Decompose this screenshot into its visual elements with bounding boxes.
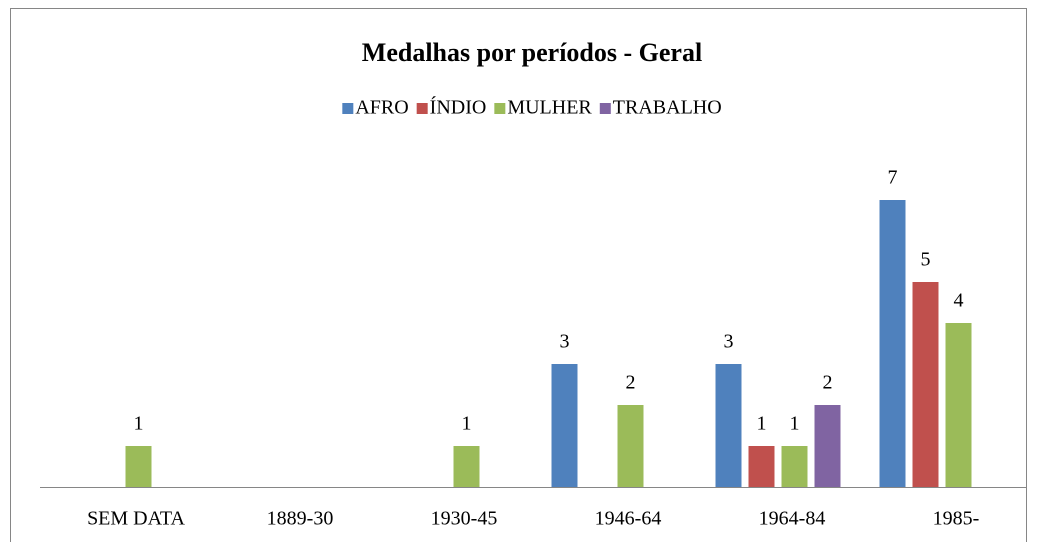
legend-swatch bbox=[342, 103, 354, 114]
legend-label: ÍNDIO bbox=[430, 96, 487, 119]
bar bbox=[551, 364, 578, 487]
bar bbox=[814, 405, 841, 487]
data-label: 2 bbox=[626, 372, 636, 394]
legend-label: AFRO bbox=[355, 97, 408, 119]
bar bbox=[125, 446, 152, 487]
data-label: 5 bbox=[921, 249, 931, 271]
bar bbox=[912, 282, 939, 487]
legend-swatch bbox=[599, 103, 611, 114]
data-label: 2 bbox=[823, 372, 833, 394]
x-tick-label: 1889-30 bbox=[267, 508, 334, 530]
legend-swatch bbox=[416, 103, 428, 114]
legend-label: TRABALHO bbox=[613, 97, 722, 119]
x-tick-label: SEM DATA bbox=[87, 508, 185, 530]
bar bbox=[781, 446, 808, 487]
data-label: 3 bbox=[724, 331, 734, 353]
bar bbox=[453, 446, 480, 487]
bar bbox=[715, 364, 742, 487]
bar bbox=[748, 446, 775, 487]
data-label: 1 bbox=[134, 413, 144, 435]
chart-frame bbox=[10, 8, 1027, 542]
data-label: 3 bbox=[560, 331, 570, 353]
x-tick-label: 1985- bbox=[933, 508, 980, 530]
data-label: 1 bbox=[462, 413, 472, 435]
x-tick-label: 1964-84 bbox=[759, 508, 826, 530]
bar bbox=[879, 200, 906, 487]
data-label: 4 bbox=[954, 290, 964, 312]
x-tick-label: 1946-64 bbox=[595, 508, 662, 530]
x-tick-label: 1930-45 bbox=[431, 508, 498, 530]
legend-swatch bbox=[494, 103, 506, 114]
bar bbox=[617, 405, 644, 487]
bar bbox=[945, 323, 972, 487]
legend-label: MULHER bbox=[507, 97, 592, 119]
data-label: 1 bbox=[790, 413, 800, 435]
data-label: 1 bbox=[757, 413, 767, 435]
chart-title: Medalhas por períodos - Geral bbox=[362, 38, 702, 67]
data-label: 7 bbox=[888, 167, 898, 189]
